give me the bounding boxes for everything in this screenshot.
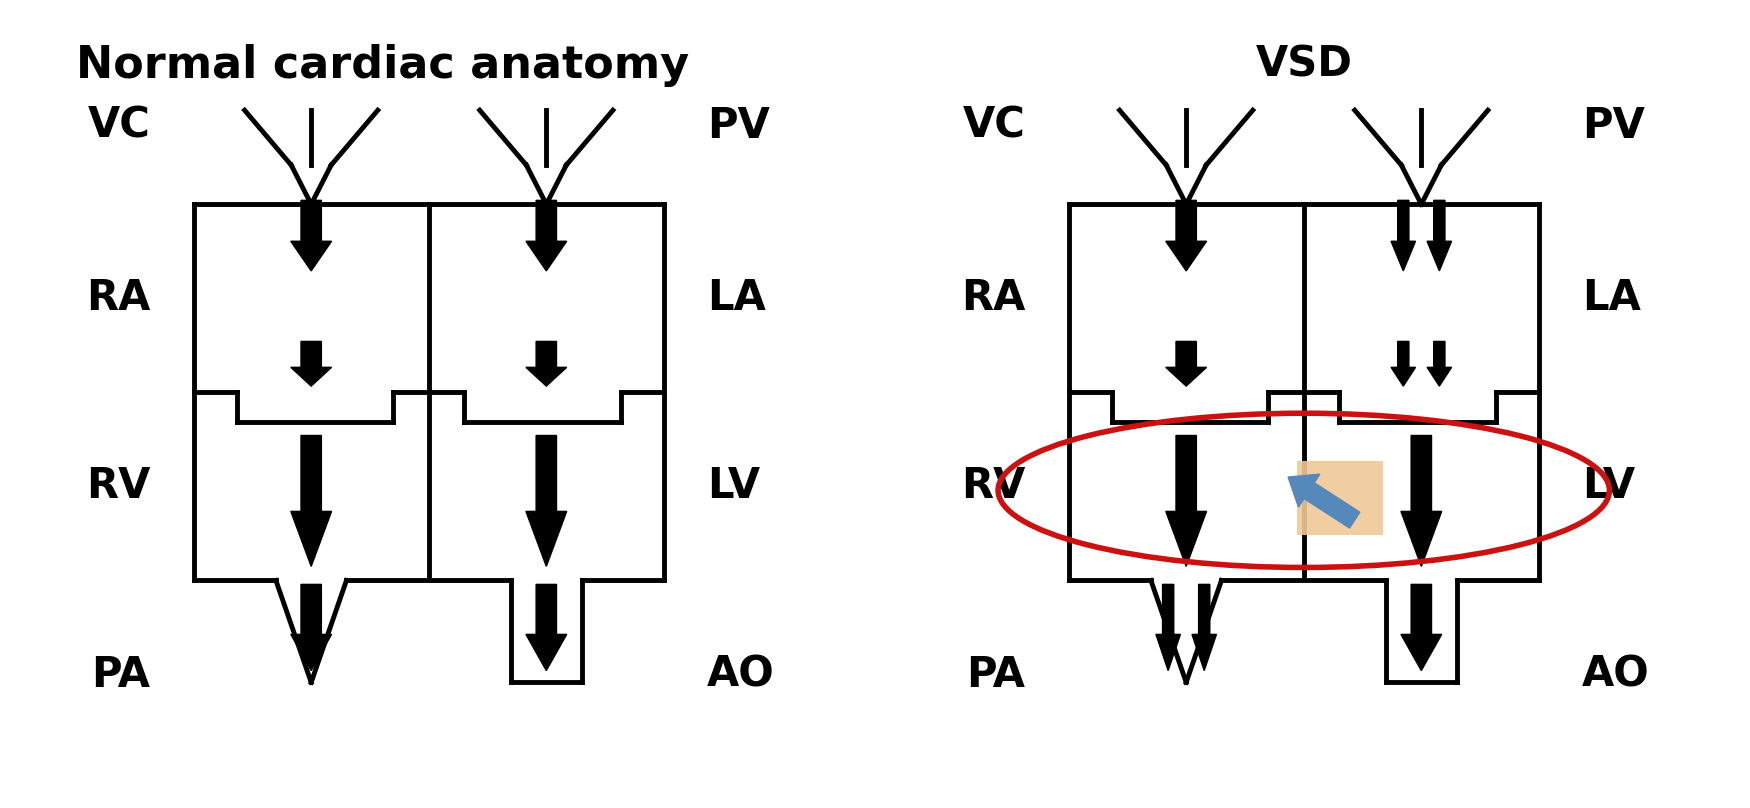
FancyArrow shape bbox=[1402, 436, 1442, 566]
Text: RA: RA bbox=[86, 277, 150, 319]
Bar bbox=[1297, 461, 1382, 536]
FancyArrow shape bbox=[1426, 200, 1451, 271]
FancyArrow shape bbox=[1288, 474, 1360, 528]
FancyArrow shape bbox=[1166, 342, 1206, 386]
FancyArrow shape bbox=[1166, 200, 1206, 271]
Text: PA: PA bbox=[91, 654, 150, 696]
Text: AO: AO bbox=[707, 654, 775, 696]
FancyArrow shape bbox=[1391, 200, 1416, 271]
FancyArrow shape bbox=[527, 436, 567, 566]
Text: LA: LA bbox=[1582, 277, 1641, 319]
FancyArrow shape bbox=[290, 436, 331, 566]
FancyArrow shape bbox=[1402, 584, 1442, 671]
Text: LV: LV bbox=[1582, 465, 1634, 507]
FancyArrow shape bbox=[1157, 584, 1181, 671]
Text: PA: PA bbox=[966, 654, 1026, 696]
Text: LV: LV bbox=[707, 465, 760, 507]
FancyArrow shape bbox=[1192, 584, 1216, 671]
FancyArrow shape bbox=[290, 200, 331, 271]
FancyArrow shape bbox=[527, 342, 567, 386]
FancyArrow shape bbox=[1166, 436, 1206, 566]
Text: RV: RV bbox=[86, 465, 150, 507]
FancyArrow shape bbox=[1426, 342, 1451, 386]
Text: RV: RV bbox=[961, 465, 1026, 507]
FancyArrow shape bbox=[1391, 342, 1416, 386]
FancyArrow shape bbox=[527, 200, 567, 271]
Text: PV: PV bbox=[1582, 105, 1645, 147]
Text: RA: RA bbox=[961, 277, 1026, 319]
Text: VC: VC bbox=[88, 105, 150, 147]
FancyArrow shape bbox=[290, 342, 331, 386]
FancyArrow shape bbox=[290, 584, 331, 671]
Text: PV: PV bbox=[707, 105, 770, 147]
FancyArrow shape bbox=[527, 584, 567, 671]
Text: AO: AO bbox=[1582, 654, 1650, 696]
Text: VC: VC bbox=[963, 105, 1026, 147]
Text: Normal cardiac anatomy: Normal cardiac anatomy bbox=[75, 44, 690, 86]
Text: LA: LA bbox=[707, 277, 766, 319]
Text: VSD: VSD bbox=[1255, 44, 1353, 86]
